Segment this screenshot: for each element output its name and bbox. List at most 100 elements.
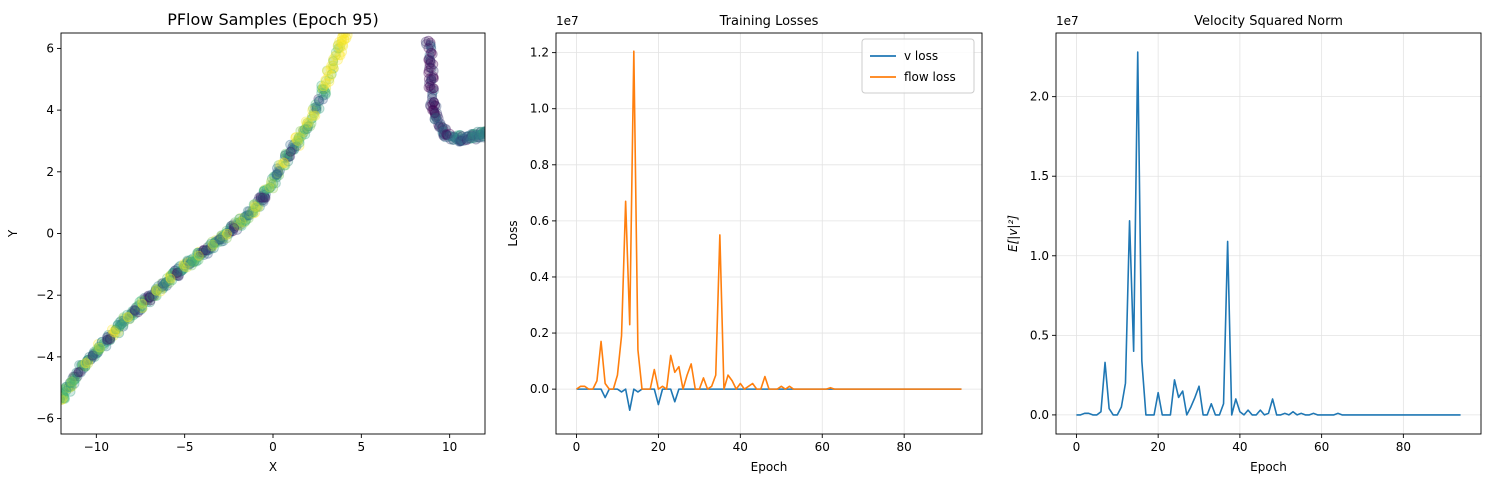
scatter-point	[219, 229, 230, 240]
scatter-point	[228, 223, 239, 234]
scatter-point	[113, 327, 124, 338]
scatter-point	[311, 105, 322, 116]
scatter-point	[193, 251, 204, 262]
scatter-point	[335, 41, 346, 52]
scatter-point	[136, 301, 147, 312]
scatter-point	[250, 201, 261, 212]
scatter-point	[320, 86, 331, 97]
scatter-point	[82, 354, 93, 365]
scatter-point	[475, 126, 485, 137]
scatter-point	[198, 244, 209, 255]
scatter-point	[93, 342, 104, 353]
scatter-point	[171, 268, 182, 279]
scatter-point	[193, 255, 204, 266]
scatter-point	[129, 306, 140, 317]
scatter-point	[103, 335, 114, 346]
scatter-point	[182, 256, 193, 267]
scatter-point	[228, 221, 239, 232]
scatter-point	[73, 367, 84, 378]
scatter-point	[150, 285, 161, 296]
scatter-point	[102, 334, 113, 345]
scatter-point	[133, 307, 144, 318]
scatter-point	[440, 124, 451, 135]
scatter-point	[423, 43, 434, 54]
scatter-point	[423, 67, 434, 78]
scatter-point	[77, 360, 88, 371]
scatter-point	[202, 248, 213, 259]
scatter-point	[455, 130, 466, 141]
scatter-point	[477, 131, 485, 142]
scatter-point	[426, 41, 437, 52]
scatter-point	[96, 336, 107, 347]
scatter-point	[290, 132, 301, 143]
scatter-point	[149, 290, 160, 301]
scatter-point	[94, 342, 105, 353]
scatter-point	[252, 196, 263, 207]
scatter-point	[135, 304, 146, 315]
scatter-point	[426, 47, 437, 58]
x-tick-label: 80	[1396, 440, 1411, 454]
scatter-point	[283, 148, 294, 159]
x-tick-label: 0	[573, 440, 581, 454]
scatter-point	[134, 305, 145, 316]
scatter-point	[285, 139, 296, 150]
scatter-point	[305, 121, 316, 132]
scatter-point	[434, 121, 445, 132]
scatter-point	[334, 43, 345, 54]
scatter-point	[64, 380, 75, 391]
scatter-point	[225, 220, 236, 231]
scatter-point	[455, 135, 466, 146]
scatter-point	[93, 345, 104, 356]
scatter-point	[175, 260, 186, 271]
scatter-point	[428, 65, 439, 76]
scatter-point	[268, 183, 279, 194]
scatter-point	[311, 103, 322, 114]
scatter-point	[481, 126, 485, 136]
scatter-point	[94, 343, 105, 354]
scatter-point	[438, 130, 449, 141]
scatter-point	[457, 131, 468, 142]
scatter-point	[159, 281, 170, 292]
scatter-point	[150, 283, 161, 294]
scatter-point	[436, 123, 447, 134]
scatter-point	[295, 125, 306, 136]
scatter-point	[328, 63, 339, 74]
scatter-point	[205, 243, 216, 254]
x-tick-label: −10	[84, 440, 109, 454]
scatter-point	[441, 129, 452, 140]
scatter-point	[182, 255, 193, 266]
scatter-point	[230, 221, 241, 232]
scatter-point	[296, 130, 307, 141]
scatter-point	[240, 216, 251, 227]
x-tick-label: 40	[1232, 440, 1247, 454]
scatter-point	[279, 158, 290, 169]
scatter-point	[235, 216, 246, 227]
y-tick-label: 0.2	[530, 326, 549, 340]
scatter-point	[273, 168, 284, 179]
scatter-point	[269, 171, 280, 182]
scatter-point	[63, 381, 74, 392]
scatter-point	[316, 80, 327, 91]
scatter-point	[435, 119, 446, 130]
scatter-point	[452, 130, 463, 141]
scatter-point	[188, 256, 199, 267]
scatter-point	[449, 131, 460, 142]
scatter-point	[66, 377, 77, 388]
scatter-point	[169, 265, 180, 276]
plot-area	[1076, 51, 1461, 416]
scatter-point	[428, 97, 439, 108]
scatter-point	[137, 303, 148, 314]
scatter-point	[172, 267, 183, 278]
scatter-point	[339, 34, 350, 45]
x-tick-label: 60	[1314, 440, 1329, 454]
scatter-point	[266, 179, 277, 190]
scatter-point	[291, 135, 302, 146]
scatter-point	[80, 358, 91, 369]
scatter-point	[224, 228, 235, 239]
scatter-point	[79, 360, 90, 371]
scatter-point	[330, 47, 341, 58]
scatter-point	[429, 113, 440, 124]
scatter-point	[437, 121, 448, 132]
scatter-point	[126, 308, 137, 319]
scatter-point	[201, 245, 212, 256]
